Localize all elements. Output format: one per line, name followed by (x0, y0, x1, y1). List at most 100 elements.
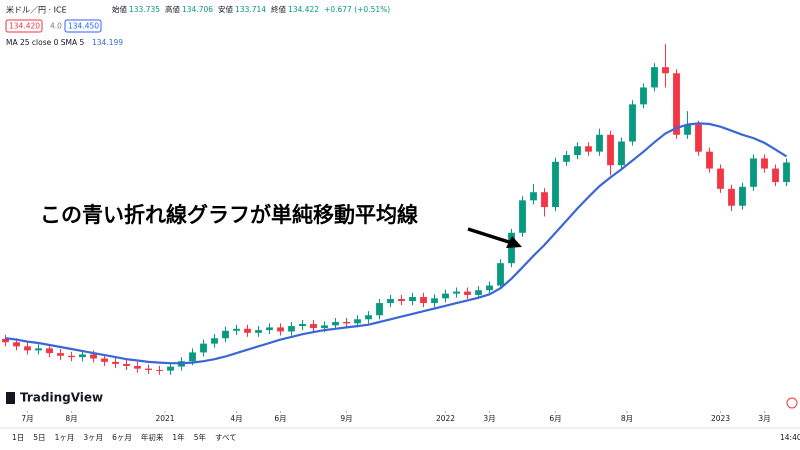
candle-body (244, 328, 251, 333)
candle-body (673, 73, 680, 135)
candle-body (596, 134, 603, 152)
candle-body (497, 263, 504, 286)
annotation: この青い折れ線グラフが単純移動平均線 (40, 203, 418, 227)
candle-body (519, 200, 526, 233)
candle-body (310, 324, 317, 329)
candle-body (464, 291, 471, 295)
badge-text: 134.450 (68, 22, 99, 31)
stat-value: 133.735 (129, 5, 160, 14)
clock: 14:40 (780, 433, 800, 442)
x-tick-label: 2023 (711, 414, 730, 423)
candle-body (541, 192, 548, 208)
candle-body (728, 188, 735, 206)
candle-body (772, 168, 779, 183)
candle-body (156, 369, 163, 371)
candle-body (354, 319, 361, 324)
stat-label: 始値 (112, 4, 127, 14)
candle-body (101, 358, 108, 362)
logo-mark (6, 392, 15, 404)
x-tick-label: 2022 (436, 414, 455, 423)
candle-body (321, 325, 328, 329)
candle-body (123, 363, 130, 366)
x-tick-label: 3月 (483, 414, 495, 423)
candle-body (167, 366, 174, 371)
candle-body (486, 285, 493, 291)
candle-body (431, 298, 438, 304)
candle-body (376, 303, 383, 316)
candle-body (288, 326, 295, 332)
logo-text: TradingView (20, 391, 103, 405)
candle-body (145, 368, 152, 370)
candle-body (684, 124, 691, 135)
stat-value: 134.706 (182, 5, 213, 14)
candle-body (332, 322, 339, 326)
x-tick-label: 2021 (155, 414, 174, 423)
x-tick-label: 8月 (65, 414, 77, 423)
range-button[interactable]: 6ヶ月 (112, 433, 132, 442)
candle-body (442, 293, 449, 299)
candle-body (453, 291, 460, 294)
badges: 134.420 4.0 134.450 (5, 19, 102, 33)
candle-body (640, 87, 647, 105)
range-button[interactable]: 1年 (172, 432, 185, 442)
candle-body (13, 342, 20, 347)
candle-body (255, 330, 262, 333)
stat-label: 終値 (271, 4, 286, 14)
candle-body (739, 186, 746, 206)
candle-body (189, 352, 196, 362)
candle-body (530, 192, 537, 201)
range-button[interactable]: 年初来 (141, 432, 164, 442)
candle-body (629, 104, 636, 142)
candle-body (266, 327, 273, 331)
candle-body (618, 141, 625, 166)
candle-body (134, 365, 141, 369)
candle-body (112, 361, 119, 364)
candle-body (662, 67, 669, 74)
candle-body (695, 124, 702, 152)
badge-text: 4.0 (50, 22, 62, 31)
candle-body (651, 67, 658, 88)
candle-body (35, 348, 42, 351)
candle-body (563, 155, 570, 162)
candle-body (508, 232, 515, 264)
candle-body (222, 330, 229, 339)
candle-body (200, 343, 207, 353)
range-button[interactable]: すべて (215, 433, 237, 442)
stat-label: 安値 (218, 4, 233, 14)
candle-body (57, 353, 64, 356)
candle-body (750, 158, 757, 187)
badge-text: 134.420 (9, 22, 40, 31)
stat-value: 134.422 (288, 5, 319, 14)
x-tick-label: 6月 (549, 414, 561, 423)
stat-label: 高値 (165, 4, 180, 14)
candle-body (299, 324, 306, 327)
candle-body (2, 338, 9, 343)
sma-label: MA 25 close 0 SMA 5 (6, 38, 85, 47)
plot: 7月 8月 2021 4月 6月 9月 2022 3月 6月 8月 2023 3月 (2, 44, 790, 423)
price-badge (5, 19, 43, 33)
candle-body (24, 346, 31, 351)
alert-icon (786, 397, 798, 409)
candle-body (761, 158, 768, 169)
candle-body (475, 290, 482, 295)
range-button[interactable]: 3ヶ月 (83, 433, 103, 442)
x-tick-label: 4月 (230, 414, 242, 423)
range-button[interactable]: 5年 (194, 432, 207, 442)
candle-body (365, 315, 372, 320)
x-tick-label: 3月 (758, 414, 770, 423)
sma-value: 134.199 (92, 38, 123, 47)
range-button[interactable]: 5日 (33, 433, 45, 442)
range-button[interactable]: 1日 (12, 433, 24, 442)
candle-body (783, 162, 790, 183)
candle-body (420, 296, 427, 304)
arrow-head (506, 236, 522, 248)
candle-body (607, 134, 614, 166)
range-button[interactable]: 1ヶ月 (55, 433, 75, 442)
sma-line (5, 122, 788, 365)
candle-body (717, 168, 724, 189)
candle-body (68, 355, 75, 358)
header-stats: 始値 133.735 高値 134.706 安値 133.714 終値 134.422 +0.6… (112, 4, 390, 14)
candle-body (574, 146, 581, 156)
x-tick-label: 8月 (621, 414, 633, 423)
